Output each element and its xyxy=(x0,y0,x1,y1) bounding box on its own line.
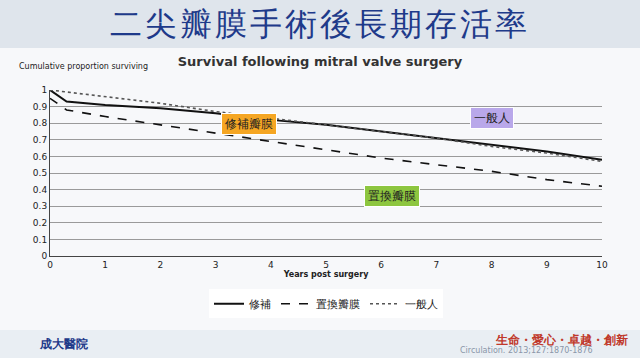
svg-text:0.1: 0.1 xyxy=(33,235,47,245)
svg-text:6: 6 xyxy=(378,260,384,270)
svg-text:一般人: 一般人 xyxy=(405,298,438,311)
html-text:成大醫院: 成大醫院 xyxy=(40,337,88,351)
svg-text:0.5: 0.5 xyxy=(33,168,47,178)
svg-text:一般人: 一般人 xyxy=(474,111,510,125)
svg-text:8: 8 xyxy=(489,260,495,270)
svg-text:修補瓣膜: 修補瓣膜 xyxy=(225,117,273,131)
svg-text:2: 2 xyxy=(158,260,164,270)
svg-text:5: 5 xyxy=(323,260,329,270)
svg-text:0.9: 0.9 xyxy=(33,102,48,112)
html-text:Circulation. 2013;127:1870-187: Circulation. 2013;127:1870-1876 xyxy=(460,346,593,355)
svg-text:置換瓣膜: 置換瓣膜 xyxy=(368,189,416,203)
svg-text:7: 7 xyxy=(434,260,440,270)
svg-text:0.3: 0.3 xyxy=(33,201,47,211)
svg-text:4: 4 xyxy=(268,260,274,270)
svg-text:1: 1 xyxy=(102,260,108,270)
svg-text:Years post surgery: Years post surgery xyxy=(283,270,369,279)
html-text:生命・愛心・卓越・創新: 生命・愛心・卓越・創新 xyxy=(496,333,628,347)
svg-text:3: 3 xyxy=(213,260,219,270)
svg-text:0: 0 xyxy=(47,260,53,270)
svg-text:1: 1 xyxy=(41,85,47,95)
html-text:二尖瓣膜手術後長期存活率: 二尖瓣膜手術後長期存活率 xyxy=(110,5,530,43)
svg-text:10: 10 xyxy=(596,260,608,270)
svg-text:置換瓣膜: 置換瓣膜 xyxy=(316,298,360,311)
svg-text:0.4: 0.4 xyxy=(33,185,48,195)
svg-text:0.8: 0.8 xyxy=(33,118,48,128)
svg-text:0.7: 0.7 xyxy=(33,135,47,145)
svg-text:0.6: 0.6 xyxy=(33,152,48,162)
svg-text:Survival following mitral valv: Survival following mitral valve surgery xyxy=(178,54,463,69)
svg-text:Cumulative proportion survivin: Cumulative proportion surviving xyxy=(19,62,148,71)
svg-text:9: 9 xyxy=(544,260,550,270)
svg-text:修補: 修補 xyxy=(249,298,271,311)
svg-text:0.2: 0.2 xyxy=(33,218,47,228)
svg-text:0: 0 xyxy=(41,251,47,261)
